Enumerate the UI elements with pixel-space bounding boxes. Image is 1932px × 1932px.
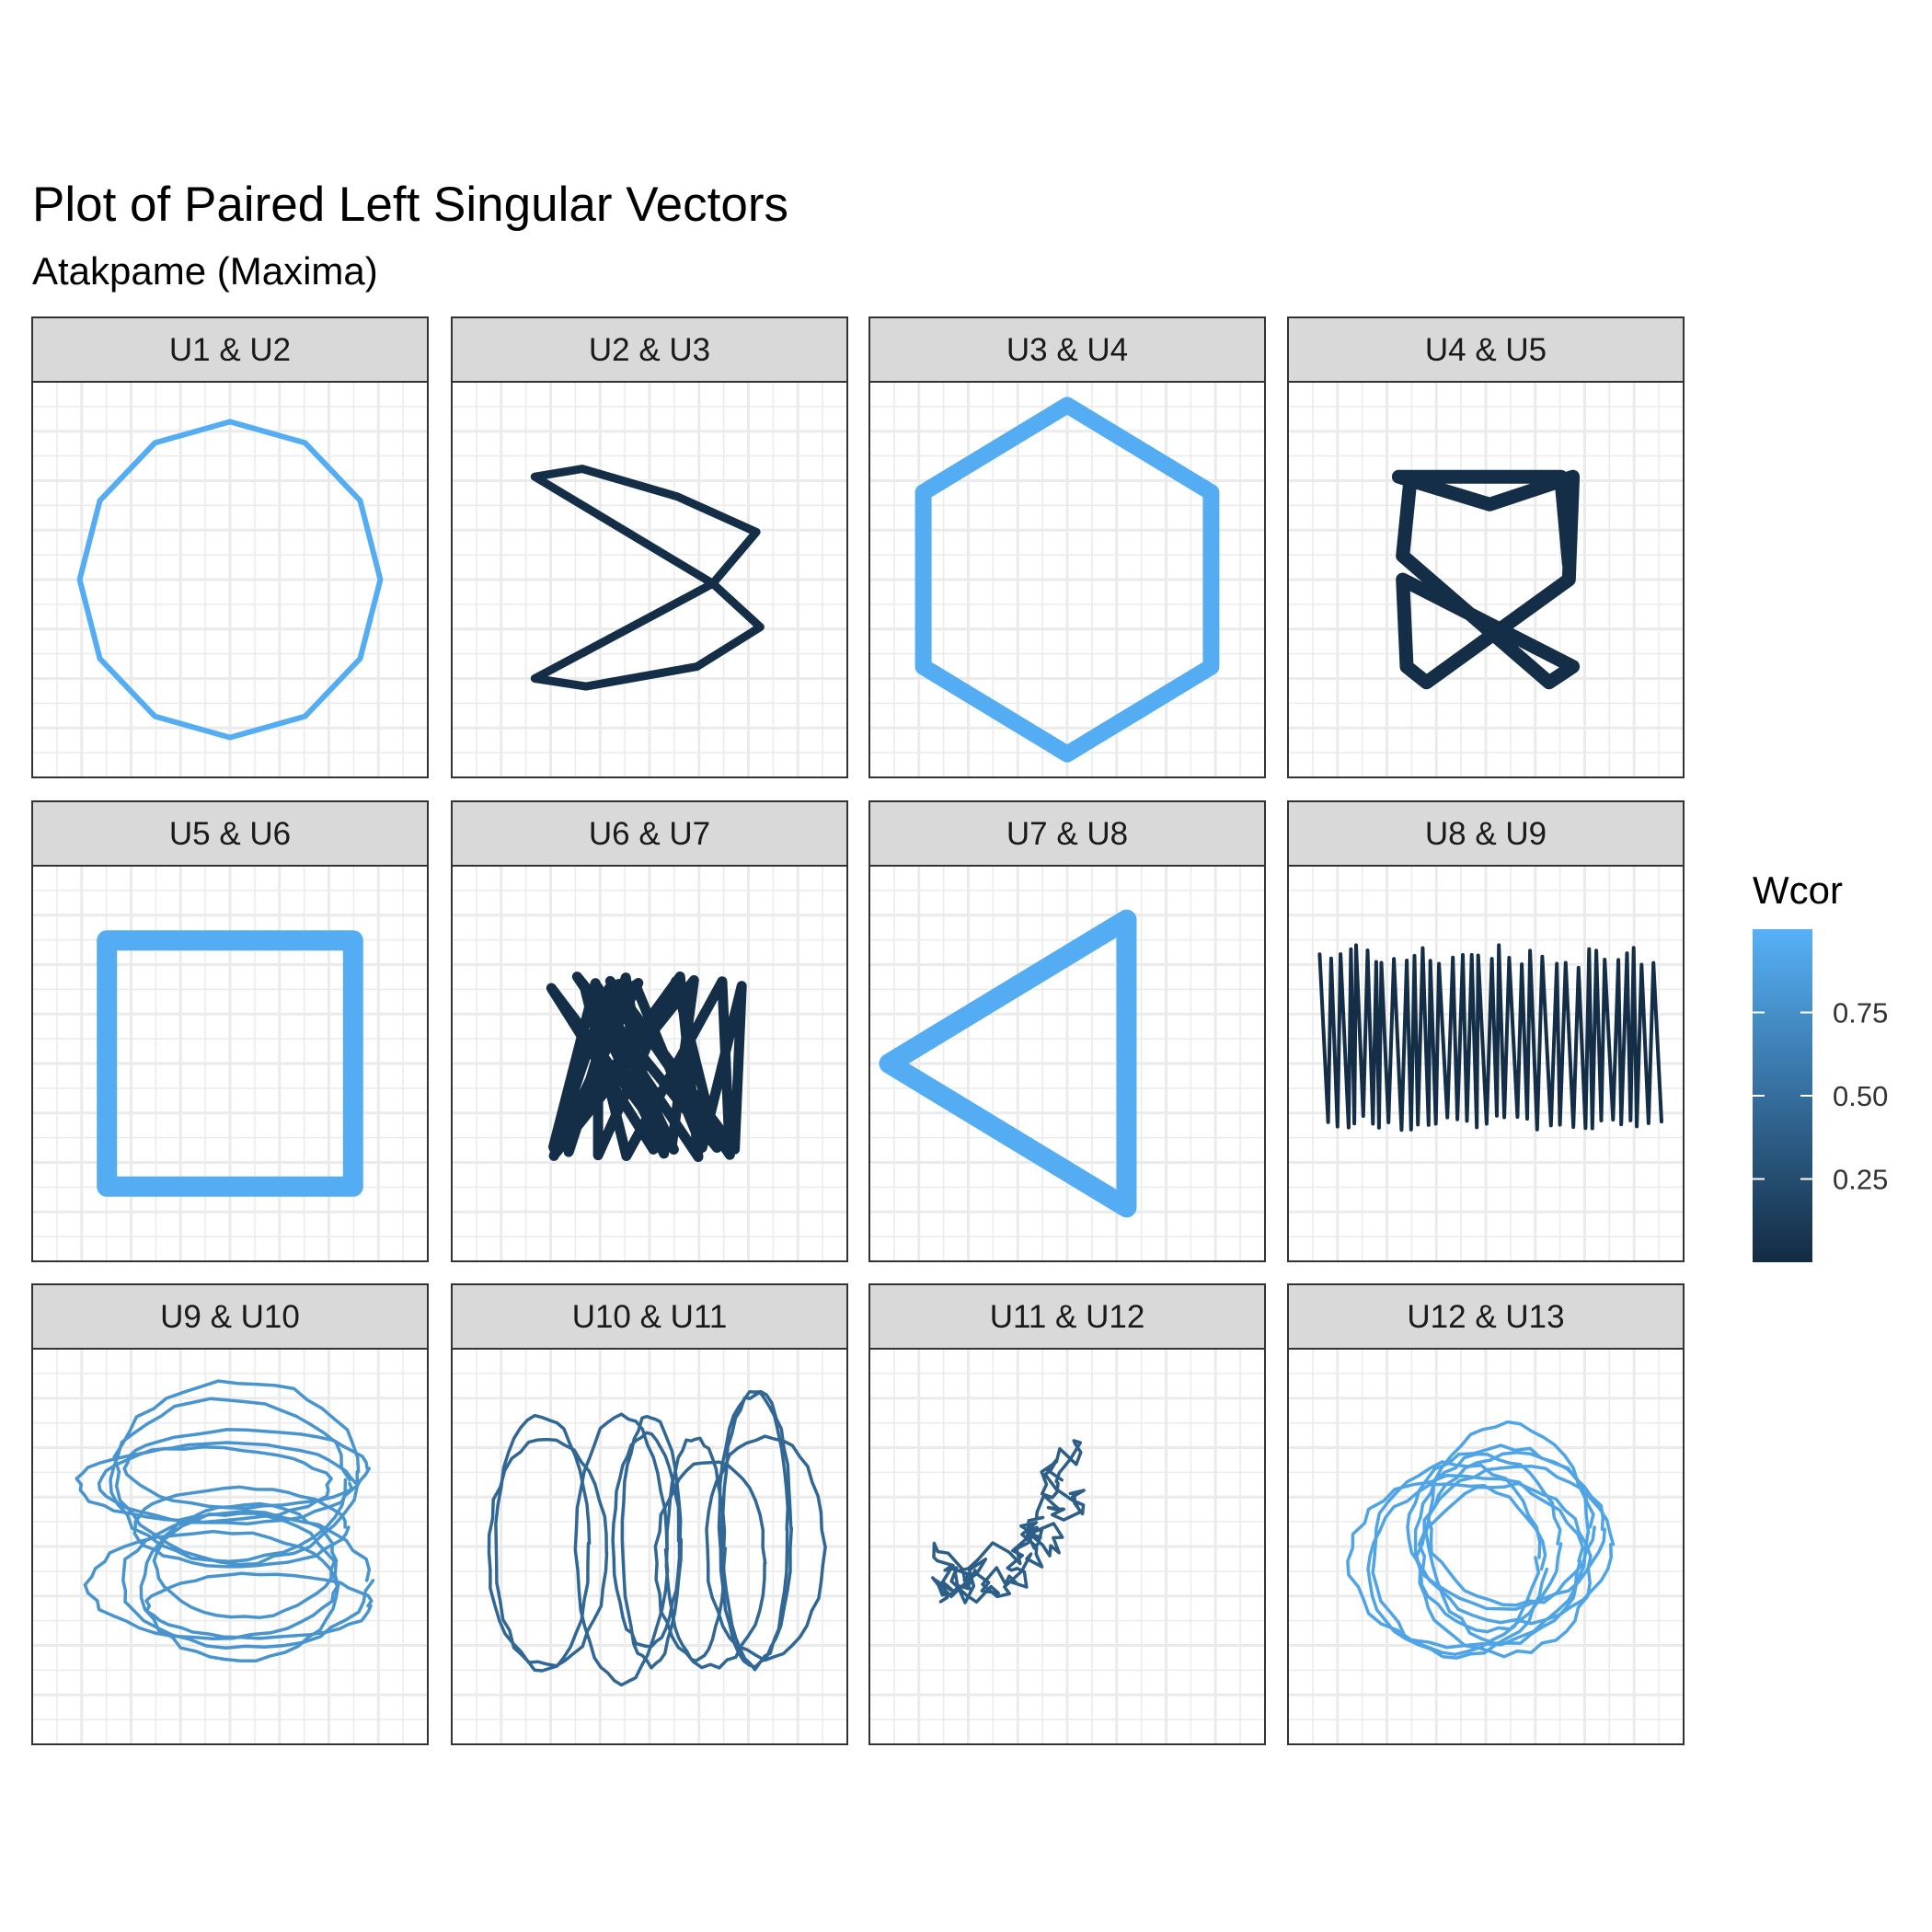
facet-panel-border [451,865,848,1262]
facet-panel: U3 & U4 [868,316,1266,778]
facet-strip-label: U7 & U8 [1006,816,1128,852]
series-path [1371,1460,1542,1657]
facet-panel-border [868,1348,1266,1745]
facet-strip [31,316,429,383]
facet-gridlines [32,382,428,777]
facet-panel-border [868,381,1266,778]
facet-strip-label: U5 & U6 [169,816,291,852]
facet-gridlines [452,382,847,777]
facet-panel-border [31,381,429,778]
facet-panel: U12 & U13 [1287,1283,1685,1745]
facet-strip-label: U12 & U13 [1407,1299,1564,1335]
facet-panel-border [31,865,429,1262]
facet-panel: U6 & U7 [451,800,848,1262]
facet-panel: U1 & U2 [31,316,429,778]
series-path [879,909,1137,1218]
series-path [97,930,363,1197]
series-path [914,397,1220,763]
facet-strip-label: U2 & U3 [589,332,710,368]
series-path [1415,1481,1593,1659]
facet-panel-border [31,1348,429,1745]
series-path [152,1501,339,1619]
series-path [122,1428,371,1511]
facet-strip-label: U11 & U12 [990,1299,1145,1335]
series-path [1417,1464,1616,1626]
series-path [1317,943,1663,1133]
facet-panel-border [868,865,1266,1262]
series-path [1366,1482,1549,1660]
facet-strip-label: U4 & U5 [1425,332,1547,368]
facet-panel: U5 & U6 [31,800,429,1262]
facet-strip [31,800,429,867]
series-path [611,1431,682,1649]
legend-title: Wcor [1753,868,1843,912]
series-path [530,465,765,691]
legend-tick-label: 0.50 [1833,1080,1888,1112]
facet-panel: U9 & U10 [31,1283,429,1745]
facet-grid: U1 & U2 U2 & U3 U3 & U4 U4 & U5 U5 & U6 U6 & … [31,316,1685,1745]
facet-panel-border [451,381,848,778]
facet-strip [868,1283,1266,1350]
facet-panel: U10 & U11 [451,1283,848,1745]
series-path [139,1512,340,1663]
facet-panel: U8 & U9 [1287,800,1685,1262]
series-path [487,1437,609,1668]
facet-panel-border [1287,1348,1685,1745]
series-path [1391,469,1581,690]
facet-panel: U11 & U12 [868,1283,1266,1745]
series-path [132,1485,351,1569]
series-path [494,1413,592,1673]
series-path [931,1439,1086,1604]
series-path [112,1379,361,1567]
facet-strip [1287,1283,1685,1350]
facet-panel: U2 & U3 [451,316,848,778]
series-path [83,1529,340,1641]
facet-strip [451,1283,848,1350]
series-path [705,1434,827,1662]
legend-tick-label: 0.25 [1833,1164,1888,1196]
facet-strip [451,316,848,383]
facet-strip-label: U10 & U11 [572,1299,728,1335]
series-path [620,1414,684,1670]
series-path [76,419,384,741]
facet-strip [31,1283,429,1350]
facet-panel: U7 & U8 [868,800,1266,1262]
facet-gridlines [869,1349,1265,1744]
facet-panel: U4 & U5 [1287,316,1685,778]
chart-subtitle: Atakpame (Maxima) [32,249,378,293]
legend-tick-label: 0.75 [1833,997,1888,1029]
legend: Wcor 0.25 0.50 0.75 [1753,868,1888,1262]
facet-strip-label: U6 & U7 [589,816,710,852]
facet-gridlines [452,866,847,1261]
series-path [546,972,747,1162]
chart-title: Plot of Paired Left Singular Vectors [32,178,788,232]
facet-panel-border [451,1348,848,1745]
facet-strip-label: U3 & U4 [1006,332,1128,368]
facet-strip-label: U1 & U2 [169,332,291,368]
facet-panel-border [1287,381,1685,778]
series-path [717,1389,794,1669]
series-path [121,1509,375,1650]
facet-strip [1287,800,1685,867]
facet-panel-border [1287,865,1685,1262]
series-path [109,1397,351,1564]
facet-strip-label: U8 & U9 [1425,816,1547,852]
facet-strip-label: U9 & U10 [160,1299,300,1335]
series-path [1426,1450,1606,1607]
facet-gridlines [32,1349,428,1744]
